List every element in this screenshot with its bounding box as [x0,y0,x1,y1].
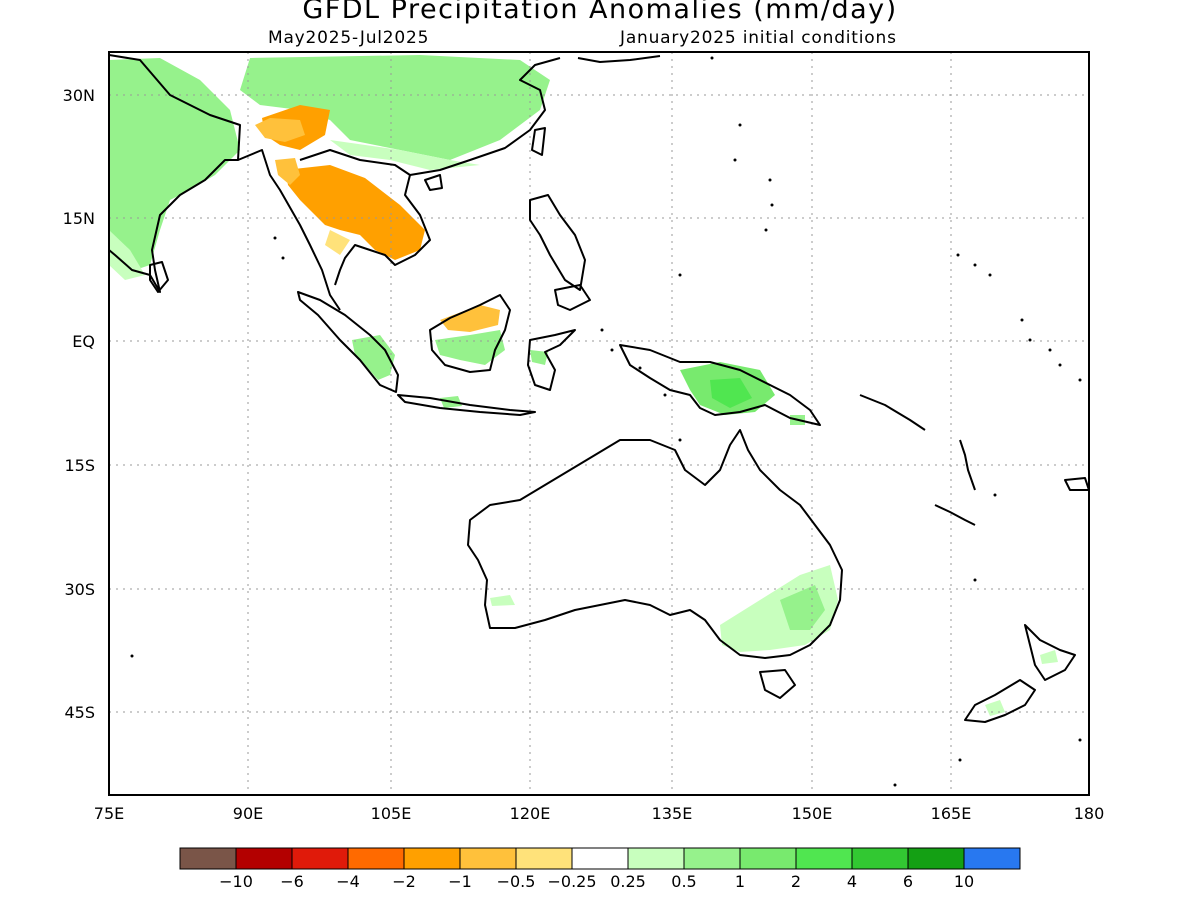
coast-borneo [429,294,511,373]
colorbar-swatch [459,847,517,870]
colorbar-swatch [571,847,629,870]
lon-label: 90E [233,804,263,823]
anomaly-south-asia-light [109,230,145,280]
anomaly-myanmar-dry-2 [255,118,305,142]
coast-new-caledonia [934,504,976,526]
colorbar-label: −6 [280,872,304,891]
coast-new-guinea [619,344,821,426]
colorbar-swatch [963,847,1021,870]
small-islands [130,56,1082,787]
lon-label: 180 [1074,804,1105,823]
lat-label: 15N [63,209,95,228]
colorbar-swatch [851,847,909,870]
coast-taiwan [531,127,546,156]
coast-japan [577,55,661,63]
lat-label: EQ [72,332,95,351]
colorbar-label: 1 [735,872,745,891]
coastlines [109,54,1089,723]
colorbar-swatch [347,847,405,870]
anomaly-se-australia-light [720,565,838,652]
colorbar-label: 10 [954,872,974,891]
anomaly-indochina-light [275,158,300,185]
lat-label: 30N [63,86,95,105]
colorbar-swatch [179,847,237,870]
colorbar-label: 6 [903,872,913,891]
coast-tasmania [759,669,796,699]
coast-sulawesi [527,329,576,391]
coast-solomons [859,394,926,431]
coast-fiji [1064,477,1089,491]
anomaly-china-light [330,140,480,170]
colorbar-label: −10 [219,872,253,891]
colorbar-swatch [907,847,965,870]
colorbar-swatch [739,847,797,870]
plot-frame [108,51,1090,796]
coast-vanuatu [959,439,976,491]
lat-label: 30S [64,580,95,599]
initial-conditions: January2025 initial conditions [620,28,897,48]
lon-label: 105E [371,804,412,823]
gridlines [109,52,1089,795]
colorbar-swatch [235,847,293,870]
lon-labels: 75E 90E 105E 120E 135E 150E 165E 180 [94,804,1105,823]
anomaly-png-wet-core [710,378,752,408]
lon-label: 120E [510,804,551,823]
colorbar-swatch [683,847,741,870]
coast-mindanao [554,284,591,311]
coast-asia-mainland [109,54,241,293]
colorbar-swatch [627,847,685,870]
coast-java [397,394,536,416]
forecast-period: May2025-Jul2025 [268,28,430,48]
coast-philippines [529,194,586,291]
coast-bay-of-bengal-east [237,149,341,311]
colorbar-swatch [291,847,349,870]
coast-indochina [299,149,431,286]
anomaly-china-wet [240,55,550,160]
colorbar-label: 4 [847,872,857,891]
coast-nz-north [1024,624,1076,681]
anomaly-nz-light-2 [1040,650,1058,664]
colorbar-label: −0.5 [497,872,536,891]
anomaly-borneo-wet [435,330,505,365]
coast-nz-south [964,679,1036,723]
lat-label: 15S [64,456,95,475]
colorbar-label: 2 [791,872,801,891]
lat-labels: 30N 15N EQ 15S 30S 45S [63,86,95,722]
colorbar-label: −2 [392,872,416,891]
anomaly-se-australia-wet [780,585,825,630]
anomaly-indochina-dry [285,165,425,260]
colorbar-label: 0.5 [671,872,696,891]
anomaly-south-asia-wet [109,58,240,270]
anomaly-indochina-light-2 [325,230,350,255]
anomaly-borneo-dry [440,305,500,332]
lon-label: 150E [792,804,833,823]
coast-sumatra [297,291,399,393]
colorbar-swatch [403,847,461,870]
lon-label: 165E [931,804,972,823]
anomaly-sulawesi-wet [530,350,548,365]
colorbar-swatch [795,847,853,870]
anomaly-sw-australia-light [490,595,515,606]
map-title: GFDL Precipitation Anomalies (mm/day) [302,0,898,25]
colorbar-label: −4 [336,872,360,891]
colorbar: −10 −6 −4 −2 −1 −0.5 −0.25 0.25 0.5 1 2 4 6 10 [179,847,1021,891]
colorbar-label: −1 [448,872,472,891]
lon-label: 135E [652,804,693,823]
coast-hainan [424,174,443,191]
colorbar-swatch [515,847,573,870]
anomaly-nz-light [985,700,1005,716]
anomaly-sumatra-wet [352,335,395,380]
lon-label: 75E [94,804,124,823]
coast-australia [467,429,843,659]
colorbar-label: −0.25 [547,872,596,891]
lat-label: 45S [64,703,95,722]
coast-china-east [409,57,561,176]
colorbar-label: 0.25 [610,872,646,891]
coast-sri-lanka [149,261,169,293]
